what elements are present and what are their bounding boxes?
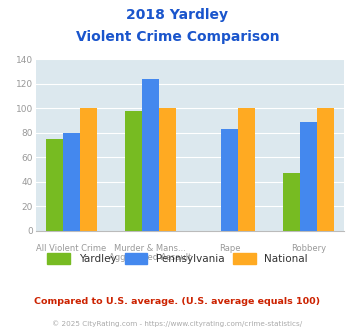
Legend: Yardley, Pennsylvania, National: Yardley, Pennsylvania, National [44,249,311,267]
Bar [221,129,238,231]
Bar [300,122,317,231]
Bar [125,111,142,231]
Bar [80,109,97,231]
Text: Aggravated Assault: Aggravated Assault [109,253,192,262]
Bar [283,173,300,231]
Text: © 2025 CityRating.com - https://www.cityrating.com/crime-statistics/: © 2025 CityRating.com - https://www.city… [53,320,302,327]
Text: Violent Crime Comparison: Violent Crime Comparison [76,30,279,44]
Bar [63,133,80,231]
Bar [45,139,63,231]
Text: 2018 Yardley: 2018 Yardley [126,8,229,22]
Text: Robbery: Robbery [291,245,326,253]
Text: All Violent Crime: All Violent Crime [36,245,106,253]
Bar [317,109,334,231]
Text: Rape: Rape [219,245,240,253]
Text: Murder & Mans...: Murder & Mans... [114,245,186,253]
Bar [159,109,176,231]
Text: Compared to U.S. average. (U.S. average equals 100): Compared to U.S. average. (U.S. average … [34,297,321,306]
Bar [142,79,159,231]
Bar [238,109,255,231]
